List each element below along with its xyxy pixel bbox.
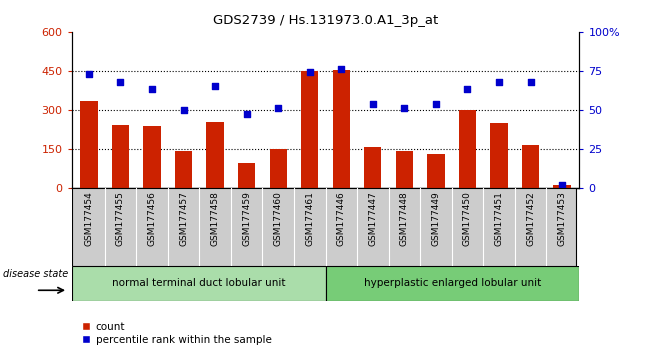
Point: [336, 67, 346, 72]
Text: GSM177454: GSM177454: [85, 192, 94, 246]
Point: [210, 84, 220, 89]
Text: GSM177455: GSM177455: [116, 192, 125, 246]
Bar: [72, 266, 326, 301]
Text: GSM177451: GSM177451: [495, 192, 503, 246]
Bar: [143, 126, 161, 188]
Bar: [270, 149, 287, 188]
Text: GSM177450: GSM177450: [463, 192, 472, 246]
Bar: [175, 151, 192, 188]
Text: GSM177447: GSM177447: [368, 192, 378, 246]
Text: GSM177457: GSM177457: [179, 192, 188, 246]
Bar: [112, 125, 129, 188]
Bar: [459, 110, 476, 188]
Point: [115, 79, 126, 85]
Bar: [301, 71, 318, 188]
Text: GSM177452: GSM177452: [526, 192, 535, 246]
Text: GSM177459: GSM177459: [242, 192, 251, 246]
Text: GSM177449: GSM177449: [432, 192, 440, 246]
Point: [462, 87, 473, 92]
Text: normal terminal duct lobular unit: normal terminal duct lobular unit: [112, 278, 285, 288]
Bar: [238, 163, 255, 188]
Text: GSM177453: GSM177453: [557, 192, 566, 246]
Bar: [206, 122, 224, 188]
Text: disease state: disease state: [3, 269, 68, 279]
Text: GSM177456: GSM177456: [148, 192, 156, 246]
Text: GSM177448: GSM177448: [400, 192, 409, 246]
Text: GSM177446: GSM177446: [337, 192, 346, 246]
Bar: [333, 69, 350, 188]
Bar: [553, 185, 571, 188]
Point: [525, 79, 536, 85]
Text: GSM177460: GSM177460: [273, 192, 283, 246]
Bar: [326, 266, 579, 301]
Point: [368, 101, 378, 106]
Point: [178, 107, 189, 113]
Point: [431, 101, 441, 106]
Bar: [364, 147, 381, 188]
Bar: [396, 151, 413, 188]
Text: GSM177461: GSM177461: [305, 192, 314, 246]
Bar: [80, 101, 98, 188]
Text: GDS2739 / Hs.131973.0.A1_3p_at: GDS2739 / Hs.131973.0.A1_3p_at: [213, 14, 438, 27]
Point: [147, 87, 158, 92]
Point: [273, 105, 283, 111]
Bar: [522, 145, 539, 188]
Bar: [427, 154, 445, 188]
Point: [242, 112, 252, 117]
Legend: count, percentile rank within the sample: count, percentile rank within the sample: [77, 317, 275, 349]
Point: [305, 69, 315, 75]
Point: [557, 182, 567, 187]
Point: [84, 71, 94, 77]
Bar: [490, 123, 508, 188]
Point: [399, 105, 409, 111]
Text: hyperplastic enlarged lobular unit: hyperplastic enlarged lobular unit: [364, 278, 541, 288]
Point: [493, 79, 504, 85]
Text: GSM177458: GSM177458: [211, 192, 219, 246]
